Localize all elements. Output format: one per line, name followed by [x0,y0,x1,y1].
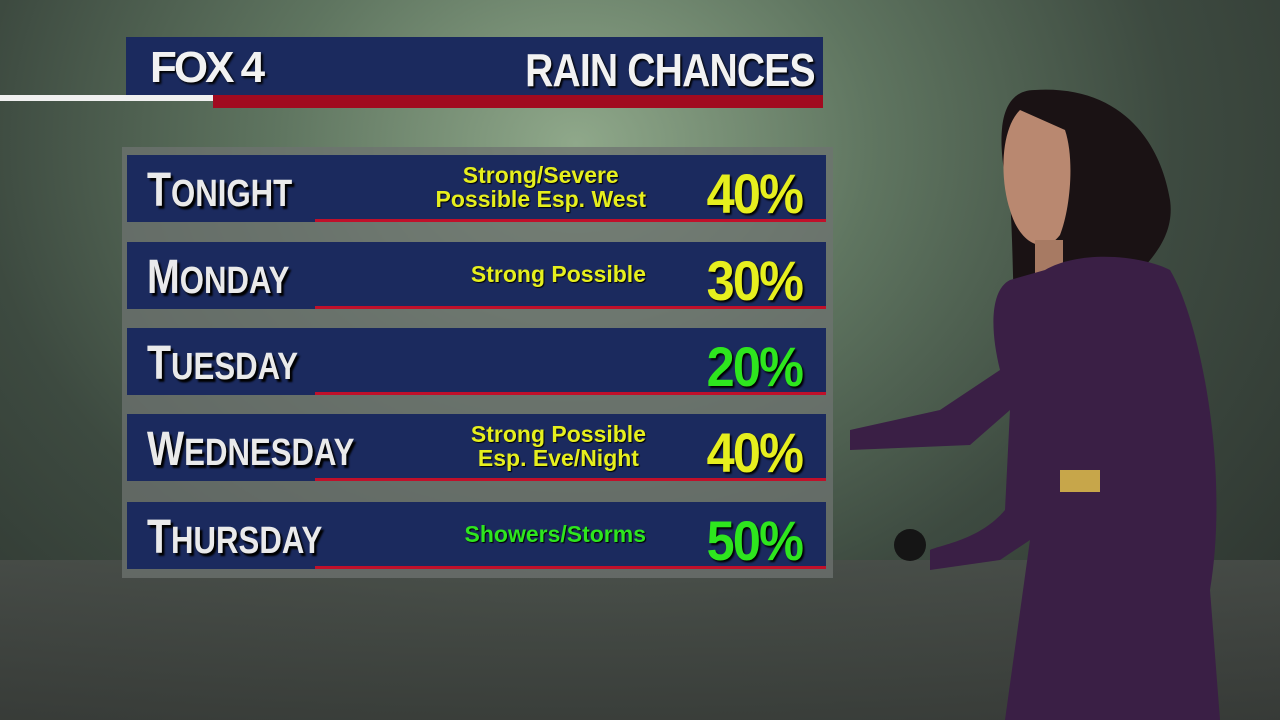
forecast-row: TONIGHT Strong/Severe Possible Esp. West… [127,155,826,225]
rain-chance-percent: 20% [706,335,804,398]
day-initial: T [147,337,172,390]
day-rest: UESDAY [171,346,299,388]
day-rest: EDNESDAY [184,432,355,474]
day-initial: T [147,511,172,564]
day-label: MONDAY [147,250,289,305]
day-rest: ONIGHT [171,173,293,215]
forecast-note: Showers/Storms [464,521,647,547]
day-initial: M [147,251,180,304]
forecast-row: MONDAY Strong Possible 30% [127,242,826,312]
day-rest: HURSDAY [171,520,323,562]
day-rest: ONDAY [179,260,290,302]
day-initial: T [147,164,172,217]
header-accent-line [0,95,213,101]
row-red-underline [315,566,826,569]
rain-chance-percent: 40% [706,162,804,225]
forecast-note: Strong/Severe Possible Esp. West [435,162,646,212]
rain-chance-percent: 30% [706,249,804,312]
row-red-underline [315,219,826,222]
graphic-title: RAIN CHANCES [525,44,815,96]
day-label: TONIGHT [147,163,292,218]
forecast-row: WEDNESDAY Strong Possible Esp. Eve/Night… [127,414,826,484]
fox4-logo: FOX 4 [150,43,265,92]
day-initial: W [147,423,185,476]
rain-chance-percent: 40% [706,421,804,484]
forecast-row: THURSDAY Showers/Storms 50% [127,502,826,572]
forecast-note: Strong Possible Esp. Eve/Night [470,421,646,471]
forecast-row: TUESDAY 20% [127,328,826,398]
day-label: WEDNESDAY [147,422,354,477]
rain-chance-percent: 50% [706,509,804,572]
day-label: TUESDAY [147,336,298,391]
day-label: THURSDAY [147,510,322,565]
header-bar: FOX 4 RAIN CHANCES [126,37,823,96]
forecast-note: Strong Possible [470,261,646,287]
row-red-underline [315,392,826,395]
row-red-underline [315,306,826,309]
forecast-panel: TONIGHT Strong/Severe Possible Esp. West… [122,147,833,578]
header-red-bar [213,95,823,108]
meteorologist [850,89,1220,720]
row-red-underline [315,478,826,481]
